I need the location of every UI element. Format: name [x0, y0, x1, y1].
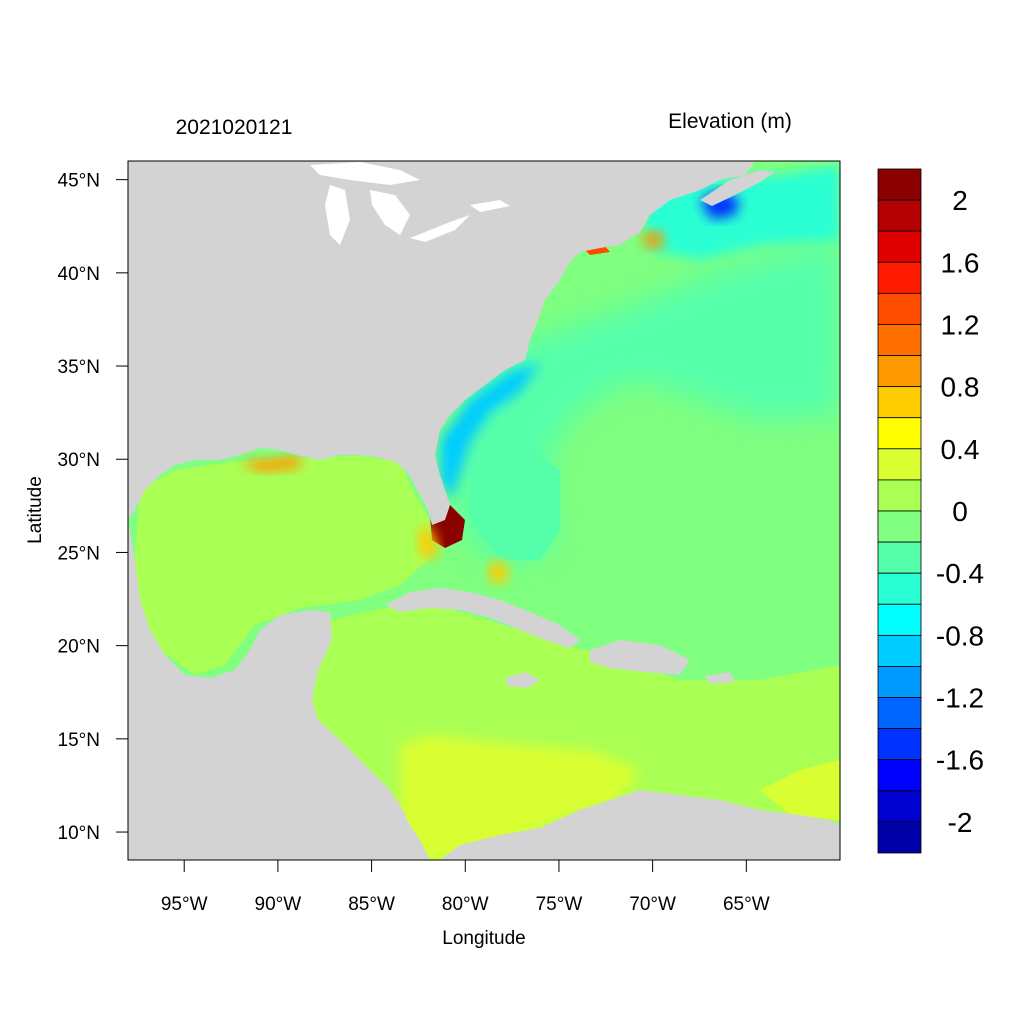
lake-huron	[370, 190, 410, 235]
map-panel	[128, 161, 840, 860]
lake-michigan	[325, 185, 350, 245]
lon-tick-label: 80°W	[442, 894, 489, 915]
lat-tick-label: 20°N	[58, 637, 100, 658]
lat-tick-label: 45°N	[58, 171, 100, 192]
venezuela-coast-field	[760, 760, 840, 820]
colorbar-swatch	[877, 230, 922, 263]
colorbar-swatch	[877, 355, 922, 388]
puerto-rico-land	[705, 672, 735, 684]
lat-tick-label: 15°N	[58, 730, 100, 751]
southeast-coast-negative	[440, 362, 540, 500]
colorbar-swatch	[877, 572, 922, 605]
colorbar-swatch	[877, 821, 922, 854]
longitude-ticks: 95°W 90°W 85°W 80°W 75°W 70°W 65°W	[161, 860, 770, 915]
cape-cod-surge	[640, 230, 665, 250]
south-caribbean-field	[400, 735, 640, 860]
lat-tick-label: 30°N	[58, 450, 100, 471]
atlantic-negative-core	[470, 440, 560, 560]
colorbar-swatch	[877, 324, 922, 356]
lat-tick-label: 10°N	[58, 823, 100, 844]
colorbar-swatch	[877, 728, 922, 761]
colorbar-swatch	[877, 510, 922, 543]
colorbar-label: 1.2	[941, 309, 980, 340]
atlantic-negative-field	[455, 240, 840, 560]
map-frame	[127, 160, 841, 861]
lat-tick-label: 25°N	[58, 543, 100, 564]
lat-tick-label: 40°N	[58, 264, 100, 285]
colorbar-label: 0.8	[941, 372, 980, 403]
colorbar-swatch	[877, 697, 922, 730]
colorbar-label: -1.2	[936, 683, 984, 714]
south-america-land	[440, 790, 840, 860]
colorbar-label: -1.6	[936, 745, 984, 776]
date-label: 2021020121	[176, 116, 293, 139]
colorbar-swatch	[877, 261, 922, 294]
colorbar-label: 0	[952, 496, 968, 527]
nova-scotia-land	[700, 170, 775, 206]
x-axis-label: Longitude	[442, 928, 525, 949]
lon-tick-label: 75°W	[536, 894, 583, 915]
florida-keys-surge	[418, 525, 440, 560]
gulf-of-mexico-field	[135, 456, 430, 675]
variable-label: Elevation (m)	[668, 110, 792, 133]
bahamas-surge	[488, 560, 510, 585]
lat-tick-label: 35°N	[58, 357, 100, 378]
colorbar-label: 1.6	[941, 247, 980, 278]
colorbar-label: -2	[948, 807, 973, 838]
colorbar-swatch	[877, 790, 922, 823]
colorbar-label: -0.8	[936, 620, 984, 651]
colorbar: 2 1.6 1.2 0.8 0.4 0 -0.4 -0.8 -1.2 -1.6 -2	[877, 168, 984, 854]
colorbar-swatch	[877, 759, 922, 792]
louisiana-surge	[240, 456, 300, 472]
lon-tick-label: 65°W	[723, 894, 770, 915]
y-axis-label: Latitude	[25, 476, 46, 544]
colorbar-label: 0.4	[941, 434, 980, 465]
lon-tick-label: 90°W	[255, 894, 302, 915]
jamaica-land	[505, 672, 540, 688]
lon-tick-label: 95°W	[161, 894, 208, 915]
colorbar-swatch	[877, 168, 922, 201]
lon-tick-label: 85°W	[348, 894, 395, 915]
colorbar-label: 2	[952, 185, 968, 216]
lake-erie	[410, 215, 470, 242]
north-america-land	[128, 161, 755, 525]
land	[128, 161, 840, 860]
lon-tick-label: 70°W	[629, 894, 676, 915]
colorbar-swatch	[877, 199, 922, 232]
colorbar-swatch	[877, 541, 922, 574]
latitude-ticks: 45°N 40°N 35°N 30°N 25°N 20°N 15°N 10°N	[58, 171, 128, 844]
colorbar-swatch	[877, 666, 922, 698]
colorbar-swatch	[877, 634, 922, 667]
lake-superior	[310, 162, 420, 185]
hispaniola-land	[590, 640, 690, 675]
colorbar-swatch	[877, 448, 922, 481]
colorbar-swatch	[877, 479, 922, 512]
mexico-central-america-land	[128, 520, 430, 860]
colorbar-swatch	[877, 292, 922, 325]
cuba-land	[385, 588, 580, 648]
colorbar-swatch	[877, 417, 922, 450]
long-island-surge	[585, 246, 610, 255]
great-lakes	[310, 162, 510, 245]
lake-ontario	[470, 200, 510, 212]
colorbar-swatch	[877, 386, 922, 419]
colorbar-label: -0.4	[936, 558, 984, 589]
colorbar-swatch	[877, 603, 922, 636]
